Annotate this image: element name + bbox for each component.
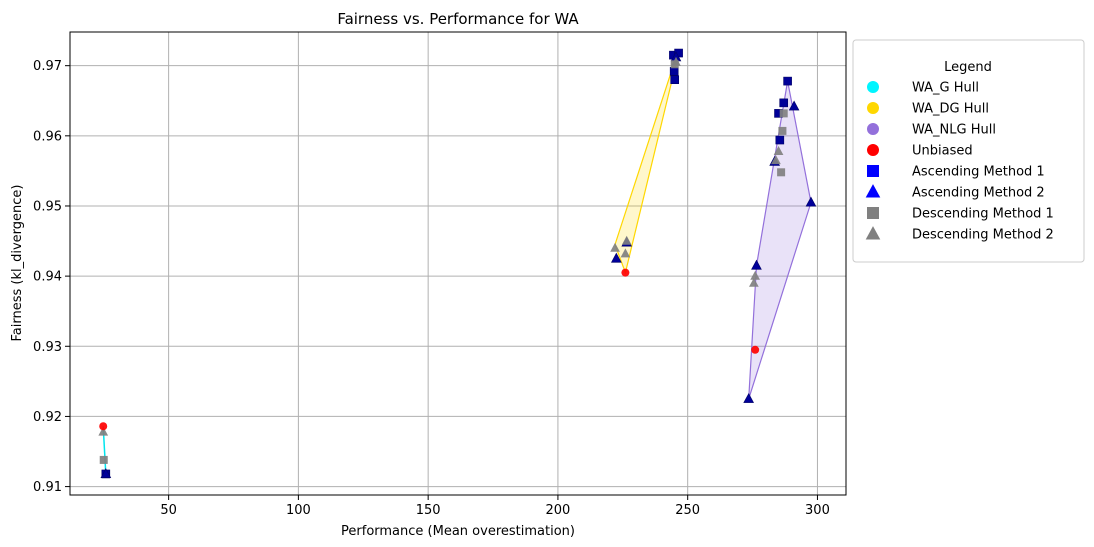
grid-lines [70,32,846,495]
descending-method-2-point [750,270,760,280]
x-tick-label: 50 [160,503,177,518]
x-tick-label: 100 [286,503,311,518]
chart-title: Fairness vs. Performance for WA [337,10,579,28]
x-axis-label: Performance (Mean overestimation) [341,524,575,539]
hull-polygons [102,52,812,475]
data-points [98,48,817,479]
legend-marker-wa-nlg-hull [867,123,879,135]
y-tick-label: 0.92 [33,410,62,425]
ascending-method-2-point [100,468,112,479]
ascending-method-1-point [670,75,680,85]
ascending-method-1-point [779,98,789,108]
legend-label-wa-dg-hull: WA_DG Hull [912,102,989,117]
legend-label-ascending-method-1: Ascending Method 1 [912,165,1045,180]
x-tick-label: 250 [675,503,700,518]
legend-label-wa-g-hull: WA_G Hull [912,81,979,96]
legend-label-wa-nlg-hull: WA_NLG Hull [912,123,996,138]
legend-title: Legend [944,60,992,75]
y-tick-label: 0.91 [33,480,62,495]
descending-method-1-point [99,455,108,464]
legend-label-descending-method-1: Descending Method 1 [912,207,1054,222]
descending-method-2-point [749,277,759,287]
legend-marker-wa-g-hull [867,81,879,93]
legend-marker-wa-dg-hull [867,102,879,114]
y-tick-label: 0.94 [33,270,62,285]
descending-method-2-point [98,426,109,436]
legend-label-ascending-method-2: Ascending Method 2 [912,186,1045,201]
ascending-method-1-point [783,76,792,86]
unbiased-point [99,422,108,431]
y-tick-label: 0.96 [33,129,62,144]
ascending-method-2-point [751,259,762,270]
ascending-method-2-point [788,100,800,111]
x-tick-label: 300 [805,503,830,518]
ascending-method-2-point [805,196,817,207]
descending-method-1-point [779,109,788,118]
descending-method-2-point [610,242,620,252]
descending-method-2-point [671,56,681,66]
unbiased-point [621,268,630,277]
y-axis-label: Fairness (kl_divergence) [10,185,25,342]
legend-marker-descending-method-2 [865,226,881,240]
ascending-method-1-point [775,135,785,145]
descending-method-2-point [771,155,781,165]
ascending-method-2-point [743,392,754,403]
legend-marker-ascending-method-2 [865,184,881,198]
legend: Legend WA_G Hull WA_DG Hull WA_NLG Hull Unb… [852,39,1085,263]
descending-method-1-point [777,168,786,177]
unbiased-point [751,345,760,354]
descending-method-2-point [621,235,632,245]
x-tick-label: 150 [416,503,441,518]
legend-box [852,39,1085,263]
axis-ticks: 50 100 150 200 250 300 0.91 0.92 0.93 0.94 0.95 0.9… [33,59,830,518]
x-tick-label: 200 [546,503,571,518]
legend-marker-ascending-method-1 [867,165,879,177]
y-tick-label: 0.93 [33,340,62,355]
ascending-method-2-point [611,252,622,263]
legend-marker-unbiased [867,144,879,156]
y-tick-label: 0.97 [33,59,62,74]
descending-method-1-point [778,126,787,135]
y-tick-label: 0.95 [33,199,62,214]
legend-label-descending-method-2: Descending Method 2 [912,228,1054,243]
descending-method-2-point [773,146,784,155]
legend-label-unbiased: Unbiased [912,144,973,159]
legend-marker-descending-method-1 [867,207,879,219]
plot-frame [69,31,847,496]
ascending-method-1-point [669,66,679,76]
descending-method-2-point [620,248,631,258]
